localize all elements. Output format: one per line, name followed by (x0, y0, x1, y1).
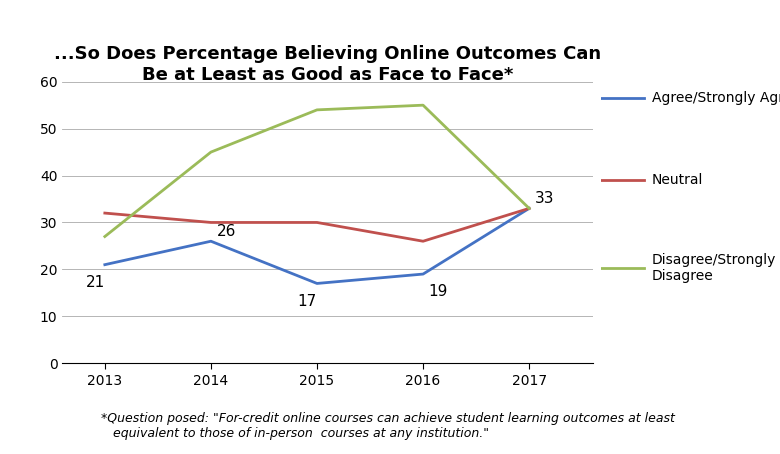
Disagree/Strongly
Disagree (524, 206, 534, 211)
Line: Neutral: Neutral (105, 208, 529, 241)
Agree/Strongly Agree (100, 262, 109, 267)
Neutral (206, 220, 215, 225)
Text: Neutral: Neutral (652, 173, 704, 188)
Agree/Strongly Agree (206, 238, 215, 244)
Line: Disagree/Strongly
Disagree: Disagree/Strongly Disagree (105, 105, 529, 237)
Text: 21: 21 (85, 275, 105, 290)
Neutral (418, 238, 427, 244)
Text: ...So Does Percentage Believing Online Outcomes Can
Be at Least as Good as Face : ...So Does Percentage Believing Online O… (54, 45, 601, 84)
Text: 26: 26 (217, 224, 236, 239)
Disagree/Strongly
Disagree (206, 149, 215, 155)
Neutral (312, 220, 321, 225)
Text: 17: 17 (297, 294, 317, 309)
Disagree/Strongly
Disagree (418, 103, 427, 108)
Text: Disagree/Strongly
Disagree: Disagree/Strongly Disagree (652, 253, 776, 283)
Text: 19: 19 (429, 284, 448, 299)
Agree/Strongly Agree (418, 271, 427, 277)
Text: *Question posed: "For-credit online courses can achieve student learning outcome: *Question posed: "For-credit online cour… (101, 412, 675, 440)
Disagree/Strongly
Disagree (312, 107, 321, 113)
Text: 33: 33 (535, 191, 555, 206)
Agree/Strongly Agree (524, 206, 534, 211)
Neutral (524, 206, 534, 211)
Agree/Strongly Agree (312, 281, 321, 286)
Neutral (100, 210, 109, 216)
Text: Agree/Strongly Agree: Agree/Strongly Agree (652, 91, 780, 105)
Line: Agree/Strongly Agree: Agree/Strongly Agree (105, 208, 529, 283)
Disagree/Strongly
Disagree (100, 234, 109, 239)
